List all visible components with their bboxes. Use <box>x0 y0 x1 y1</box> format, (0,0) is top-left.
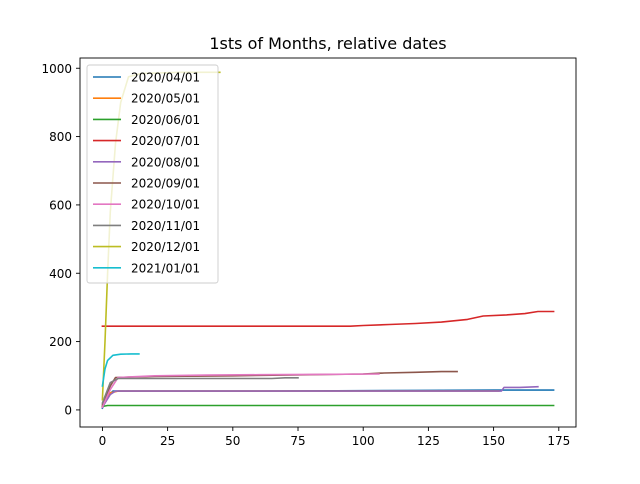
series-line-9 <box>101 353 140 387</box>
legend-label-4: 2020/08/01 <box>131 155 200 169</box>
x-tick-label: 50 <box>225 434 240 448</box>
y-tick-label: 200 <box>49 335 72 349</box>
legend-label-3: 2020/07/01 <box>131 134 200 148</box>
series-line-6 <box>101 373 380 409</box>
x-tick-label: 175 <box>547 434 570 448</box>
legend-label-6: 2020/10/01 <box>131 198 200 212</box>
x-tick-label: 75 <box>290 434 305 448</box>
x-tick-label: 0 <box>99 434 107 448</box>
y-tick-label: 0 <box>64 403 72 417</box>
x-tick-label: 125 <box>417 434 440 448</box>
legend: 2020/04/01 2020/05/01 2020/06/01 2020/07/01… <box>86 64 219 284</box>
y-tick-label: 1000 <box>41 62 72 76</box>
series-line-3 <box>101 310 555 327</box>
series-line-2 <box>101 404 555 408</box>
legend-label-7: 2020/11/01 <box>131 219 200 233</box>
axes-layer: 0 25 50 75 100 125 150 175 0 200 400 600 800 1000 <box>41 57 577 448</box>
series-line-4 <box>101 385 539 409</box>
y-tick-label: 400 <box>49 267 72 281</box>
legend-label-8: 2020/12/01 <box>131 240 200 254</box>
legend-label-9: 2021/01/01 <box>131 261 200 275</box>
y-tick-label: 800 <box>49 130 72 144</box>
series-line-7 <box>101 377 299 405</box>
chart-title: 1sts of Months, relative dates <box>209 34 446 53</box>
series-layer <box>101 71 555 410</box>
y-tick-label: 600 <box>49 198 72 212</box>
plot-area-frame <box>79 57 577 428</box>
legend-label-0: 2020/04/01 <box>131 71 200 85</box>
x-tick-label: 25 <box>160 434 175 448</box>
x-tick-label: 150 <box>482 434 505 448</box>
legend-label-2: 2020/06/01 <box>131 113 200 127</box>
legend-label-5: 2020/09/01 <box>131 177 200 191</box>
x-tick-label: 100 <box>352 434 375 448</box>
legend-label-1: 2020/05/01 <box>131 92 200 106</box>
